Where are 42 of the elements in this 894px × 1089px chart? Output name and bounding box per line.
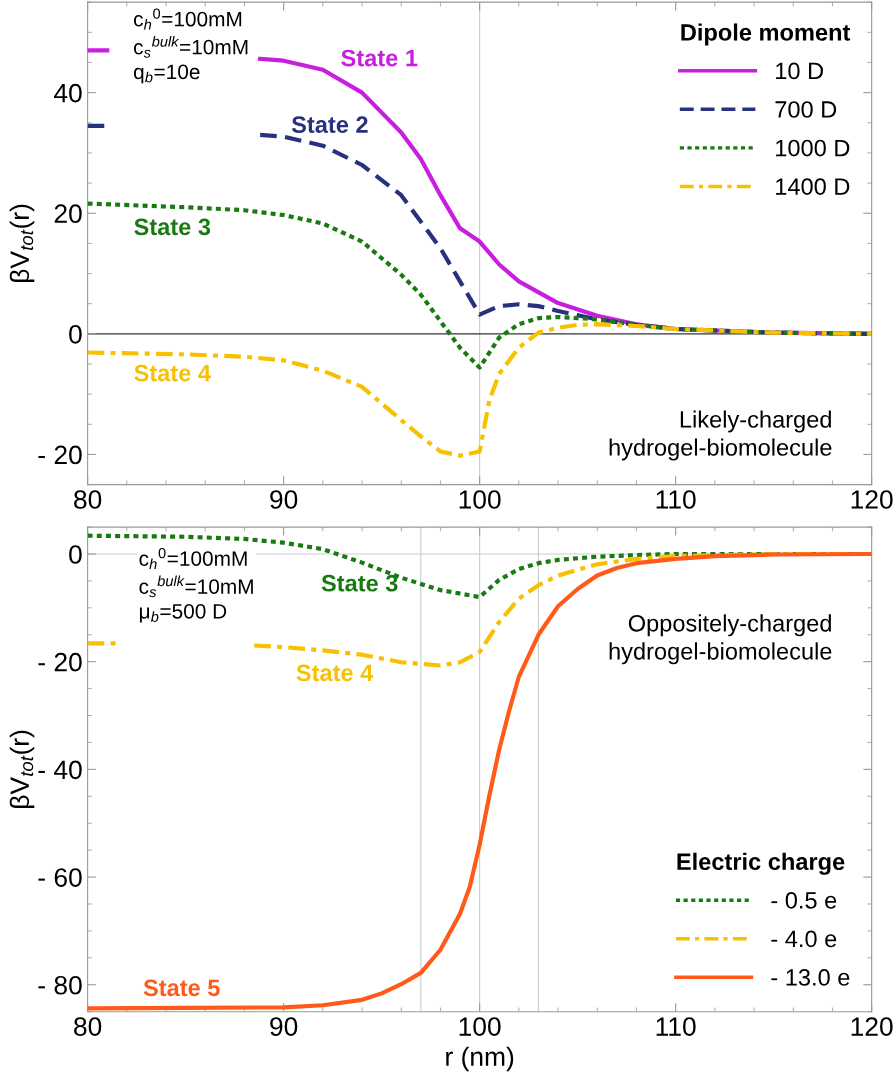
y-tick-label: 20	[54, 204, 82, 224]
legend-label: 700 D	[775, 101, 837, 118]
y-axis-title: βV$_{tot}$(r)	[9, 730, 35, 808]
legend-label: 1000 D	[776, 139, 850, 157]
annotation: Likely-charged hydrogel-biomolecule	[609, 410, 832, 461]
y-tick-label: - 40	[38, 760, 82, 780]
legend-label: 10 D	[776, 62, 824, 80]
legend-title: Electric charge	[677, 852, 845, 875]
text: c$_{h}$$^{0}$=100mM c$_{s}$$^{bulk}$=10mM q$_{b}$=10e	[133, 8, 248, 84]
legend-title: Dipole moment	[681, 23, 851, 46]
x-tick-label: 90	[270, 490, 298, 509]
y-tick-label: - 20	[38, 652, 82, 672]
annotation: State 4	[296, 664, 374, 682]
y-tick-label: - 20	[38, 445, 82, 465]
x-tick-label: 110	[656, 1017, 696, 1036]
x-tick-label: 100	[459, 490, 501, 509]
text: c$_{h}$$^{0}$=100mM c$_{s}$$^{bulk}$=10mM μ$_{b}$=500 D	[139, 547, 253, 623]
y-tick-label: 40	[54, 83, 82, 103]
x-tick-label: 90	[270, 1017, 298, 1036]
y-tick-label: - 60	[38, 868, 82, 887]
y-axis-title: βV$_{tot}$(r)	[9, 204, 35, 282]
annotation: Oppositely-charged hydrogel-biomolecule	[609, 614, 832, 665]
annotation: State 2	[291, 116, 368, 133]
annotation: State 3	[321, 574, 398, 592]
x-tick-label: 80	[74, 490, 102, 509]
annotation: State 3	[134, 218, 211, 236]
x-tick-label: 100	[459, 1017, 501, 1036]
legend-label: - 4.0 e	[771, 930, 837, 948]
annotation: State 4	[134, 364, 211, 382]
y-tick-label: 0	[69, 324, 82, 344]
legend-label: - 0.5 e	[771, 891, 837, 909]
x-tick-label: 110	[656, 490, 696, 509]
x-tick-label: 120	[851, 490, 893, 509]
x-tick-label: 120	[851, 1017, 893, 1036]
annotation: State 1	[341, 49, 418, 67]
annotation: State 5	[143, 979, 220, 997]
legend-label: - 13.0 e	[771, 969, 850, 986]
y-tick-label: 0	[69, 545, 82, 564]
x-axis-title: r (nm)	[446, 1046, 514, 1072]
x-tick-label: 80	[74, 1017, 102, 1036]
y-tick-label: - 80	[38, 975, 82, 995]
legend-label: 1400 D	[776, 178, 850, 195]
